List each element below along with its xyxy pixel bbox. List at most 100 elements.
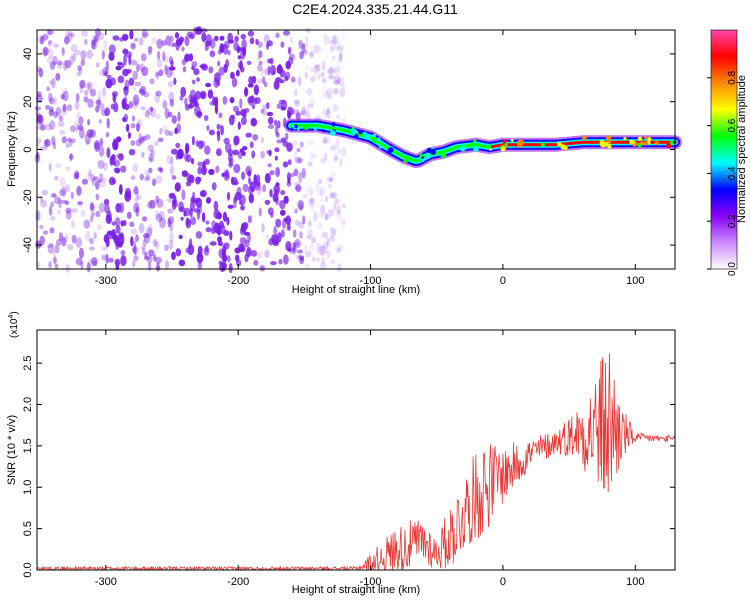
spectrogram-cell	[190, 158, 195, 165]
spectrogram-spot	[420, 157, 425, 163]
spectrogram-cell	[305, 113, 312, 121]
spectrogram-cell	[195, 231, 203, 239]
spectrogram-cell	[64, 59, 72, 69]
spectrogram-cell	[196, 77, 200, 82]
spectrogram-cell	[34, 106, 42, 111]
spectrogram-cell	[102, 177, 107, 182]
spectrogram-cell	[134, 81, 142, 87]
spectrogram-cell	[91, 42, 97, 50]
spectrogram-cell	[155, 213, 162, 222]
spectrogram-cell	[59, 129, 65, 136]
spectrogram-cell	[53, 96, 57, 106]
spectrogram-cell	[38, 68, 44, 78]
spectrogram-cell	[110, 103, 115, 110]
spectrogram-cell	[70, 44, 78, 53]
spectrogram-cell	[322, 136, 329, 144]
spectrogram-cell	[324, 135, 330, 143]
spectrogram-cell	[247, 83, 254, 88]
spectrogram-cell	[145, 175, 151, 181]
spectrogram-x-ticks: -300 -200 -100 0 100	[95, 30, 644, 287]
spectrogram-cell	[47, 29, 54, 35]
spectrogram-cell	[118, 184, 123, 195]
spectrogram-cell	[174, 182, 181, 192]
spectrogram-cell	[267, 116, 274, 125]
spectrogram-cell	[274, 155, 278, 161]
spectrogram-cell	[57, 209, 61, 216]
spectrogram-cell	[243, 231, 251, 236]
spectrogram-cell	[91, 39, 97, 45]
spectrogram-cell	[269, 189, 273, 198]
spectrogram-cell	[155, 113, 161, 120]
snr-panel: -300 -200 -100 0 100 0.0 0.5 1.0 1.5 2.0 2.5 Heig…	[6, 311, 676, 596]
spectrogram-spot	[303, 124, 309, 131]
spectrogram-cell	[335, 199, 342, 204]
spectrogram-cell	[216, 148, 222, 157]
spectrogram-cell	[302, 215, 306, 225]
spectrogram-cell	[35, 94, 43, 103]
spectrogram-cell	[77, 124, 84, 131]
spectrogram-cell	[152, 238, 158, 247]
spectrogram-cell	[306, 183, 313, 191]
spectrogram-cell	[311, 153, 319, 158]
spectrogram-cell	[328, 95, 333, 101]
spectrogram-cell	[119, 202, 125, 214]
spectrogram-cell	[59, 176, 66, 188]
spectrogram-cell	[259, 264, 266, 272]
spectrogram-cell	[120, 165, 127, 173]
spectrogram-cell	[182, 66, 187, 73]
x-tick-label: -100	[360, 576, 382, 588]
spectrogram-cell	[162, 55, 169, 64]
spectrogram-cell	[321, 257, 326, 264]
y-tick-label: 1.5	[22, 438, 34, 453]
spectrogram-cell	[323, 35, 330, 45]
spectrogram-cell	[135, 206, 140, 217]
spectrogram-cell	[277, 64, 282, 71]
spectrogram-cell	[130, 140, 136, 146]
spectrogram-cell	[250, 117, 258, 127]
spectrogram-cell	[239, 98, 243, 109]
spectrogram-cell	[65, 264, 71, 273]
spectrogram-cell	[205, 220, 210, 225]
spectrogram-cell	[125, 123, 130, 132]
spectrogram-cell	[294, 238, 301, 249]
spectrogram-cell	[83, 96, 89, 103]
spectrogram-cell	[341, 203, 347, 209]
spectrogram-cell	[113, 102, 119, 113]
spectrogram-cell	[201, 212, 206, 223]
spectrogram-cell	[234, 35, 239, 43]
spectrogram-spot	[387, 147, 394, 153]
spectrogram-cell	[165, 259, 169, 270]
spectrogram-cell	[112, 161, 116, 166]
spectrogram-cell	[326, 177, 333, 183]
spectrogram-cell	[333, 67, 337, 74]
spectrogram-cell	[65, 207, 72, 214]
spectrogram-cell	[178, 234, 183, 240]
spectrogram-cell	[314, 64, 321, 72]
spectrogram-cell	[236, 186, 242, 198]
spectrogram-cell	[321, 231, 329, 239]
spectrogram-cell	[299, 51, 304, 60]
spectrogram-cell	[89, 237, 94, 245]
spectrogram-cell	[335, 114, 341, 120]
spectrogram-cell	[340, 218, 346, 225]
spectrogram-cell	[230, 71, 235, 79]
spectrogram-cell	[128, 149, 136, 156]
spectrogram-cell	[147, 51, 152, 56]
spectrogram-cell	[138, 88, 145, 94]
spectrogram-cell	[144, 251, 148, 259]
svg-text:(x104): (x104)	[8, 311, 20, 338]
spectrogram-cell	[202, 161, 206, 169]
spectrogram-cell	[151, 37, 157, 45]
spectrogram-cell	[97, 89, 102, 100]
y-tick-label: 0	[22, 146, 34, 152]
spectrogram-cell	[148, 153, 155, 163]
spectrogram-cell	[152, 178, 157, 187]
spectrogram-cell	[84, 89, 89, 96]
spectrogram-cell	[339, 88, 346, 98]
spectrogram-cell	[169, 71, 175, 76]
spectrogram-cell	[58, 115, 63, 121]
snr-multiplier: (x104)	[8, 311, 20, 338]
spectrogram-cell	[278, 99, 286, 105]
